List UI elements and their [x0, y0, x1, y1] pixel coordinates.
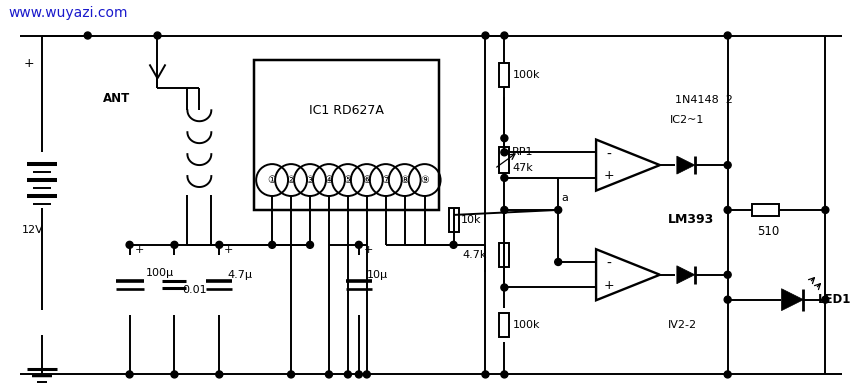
Text: 4.7k: 4.7k	[463, 250, 487, 260]
Circle shape	[171, 371, 178, 378]
Bar	[255, 61, 439, 210]
Text: ⑦: ⑦	[381, 175, 390, 185]
Text: 4.7μ: 4.7μ	[227, 270, 252, 280]
Circle shape	[500, 371, 508, 378]
Circle shape	[500, 284, 508, 291]
Polygon shape	[782, 289, 803, 311]
Text: +: +	[603, 279, 614, 292]
Circle shape	[288, 371, 295, 378]
Circle shape	[126, 371, 133, 378]
Text: IV2-2: IV2-2	[668, 320, 697, 329]
Text: ①: ①	[267, 175, 277, 185]
Bar	[500, 147, 509, 173]
Circle shape	[500, 174, 508, 181]
Polygon shape	[677, 266, 695, 284]
Circle shape	[450, 241, 457, 248]
Text: 12V: 12V	[22, 225, 44, 235]
Circle shape	[356, 241, 363, 248]
Text: 100μ: 100μ	[146, 268, 174, 278]
Text: RP1: RP1	[512, 147, 534, 157]
Circle shape	[216, 371, 223, 378]
Text: ⑨: ⑨	[420, 175, 429, 185]
Circle shape	[724, 271, 731, 278]
Text: -: -	[607, 147, 611, 161]
Bar	[752, 204, 780, 216]
Circle shape	[724, 32, 731, 39]
Bar	[500, 313, 509, 336]
Text: ④: ④	[325, 175, 333, 185]
Circle shape	[724, 371, 731, 378]
Circle shape	[724, 206, 731, 213]
Circle shape	[822, 206, 829, 213]
Circle shape	[554, 258, 561, 265]
Circle shape	[500, 32, 508, 39]
Polygon shape	[677, 156, 695, 174]
Circle shape	[171, 241, 178, 248]
Text: +: +	[225, 245, 234, 255]
Text: 10k: 10k	[460, 215, 481, 225]
Text: +: +	[364, 245, 373, 255]
Circle shape	[307, 241, 314, 248]
Text: ⑧: ⑧	[400, 175, 409, 185]
Circle shape	[482, 371, 489, 378]
Circle shape	[724, 296, 731, 303]
Text: a: a	[561, 193, 568, 203]
Text: +: +	[24, 57, 34, 70]
Circle shape	[345, 371, 351, 378]
Bar	[500, 243, 509, 267]
Text: 100k: 100k	[512, 70, 540, 80]
Text: 1N4148  2: 1N4148 2	[674, 95, 733, 105]
Circle shape	[326, 371, 333, 378]
Circle shape	[363, 371, 370, 378]
Text: 10μ: 10μ	[367, 270, 388, 280]
Text: ③: ③	[306, 175, 315, 185]
Text: 100k: 100k	[512, 320, 540, 329]
Circle shape	[356, 371, 363, 378]
Circle shape	[84, 32, 91, 39]
Circle shape	[154, 32, 161, 39]
Bar	[448, 208, 458, 232]
Text: +: +	[135, 245, 144, 255]
Text: ②: ②	[287, 175, 296, 185]
Text: 0.01: 0.01	[183, 285, 207, 295]
Circle shape	[500, 206, 508, 213]
Text: www.wuyazi.com: www.wuyazi.com	[8, 5, 128, 19]
Text: 510: 510	[758, 225, 780, 238]
Text: ⑥: ⑥	[363, 175, 371, 185]
Text: ⑤: ⑤	[344, 175, 352, 185]
Text: LM393: LM393	[668, 213, 714, 227]
Circle shape	[724, 162, 731, 168]
Text: IC1 RD627A: IC1 RD627A	[309, 104, 384, 117]
Circle shape	[554, 206, 561, 213]
Circle shape	[482, 32, 489, 39]
Circle shape	[822, 296, 829, 303]
Text: IC2~1: IC2~1	[670, 115, 704, 125]
Text: ANT: ANT	[103, 92, 130, 105]
Bar	[500, 63, 509, 87]
Circle shape	[268, 241, 276, 248]
Circle shape	[500, 149, 508, 156]
Text: +: +	[603, 169, 614, 182]
Circle shape	[126, 241, 133, 248]
Circle shape	[500, 135, 508, 142]
Text: LED1: LED1	[818, 293, 851, 306]
Text: -: -	[607, 257, 611, 271]
Circle shape	[216, 241, 223, 248]
Text: 47k: 47k	[512, 163, 533, 173]
